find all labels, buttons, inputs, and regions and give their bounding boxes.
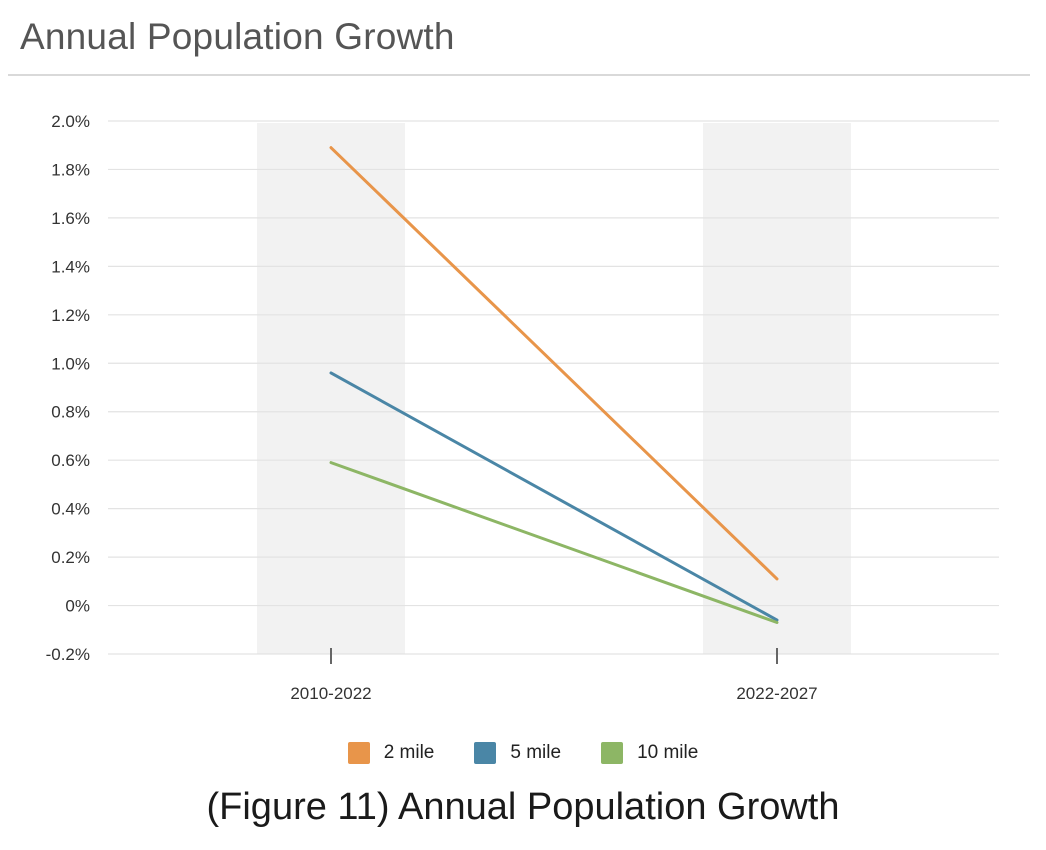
y-tick-label: 0.8%: [51, 403, 90, 422]
series-line-2-mile[interactable]: [329, 146, 779, 581]
legend-swatch: [601, 742, 624, 764]
y-tick-label: 0.6%: [51, 451, 90, 470]
series-line-10-mile[interactable]: [329, 461, 779, 625]
series-line-5-mile[interactable]: [329, 371, 779, 622]
legend-swatch: [347, 742, 370, 764]
y-axis-ticks: -0.2% 0% 0.2% 0.4% 0.6% 0.8% 1.0% 1.2% 1.4% 1.6% 1…: [46, 112, 90, 664]
category-bands: [257, 123, 851, 654]
y-tick-label: 1.2%: [51, 306, 90, 325]
chart-header-title: Annual Population Growth: [20, 16, 455, 57]
y-tick-label: 0%: [65, 597, 90, 616]
y-tick-label: 1.8%: [51, 160, 90, 179]
legend: 2 mile 5 mile 10 mile: [0, 742, 1046, 764]
x-tick-label: 2010-2022: [290, 684, 371, 703]
y-tick-label: 1.4%: [51, 257, 90, 276]
category-band: [703, 123, 851, 654]
y-tick-label: -0.2%: [46, 645, 90, 664]
legend-label: 10 mile: [637, 742, 699, 763]
legend-item-10-mile[interactable]: 10 mile: [601, 742, 698, 764]
line-chart: -0.2% 0% 0.2% 0.4% 0.6% 0.8% 1.0% 1.2% 1.4% 1.6% 1…: [46, 112, 999, 703]
legend-item-5-mile[interactable]: 5 mile: [474, 742, 561, 764]
category-band: [257, 123, 405, 654]
legend-label: 5 mile: [510, 742, 562, 763]
y-tick-label: 1.6%: [51, 209, 90, 228]
header-divider: [8, 74, 1030, 76]
series-lines: [329, 146, 779, 625]
x-axis-ticks: 2010-2022 2022-2027: [290, 648, 818, 703]
legend-label: 2 mile: [383, 742, 435, 763]
grid-lines: [108, 120, 999, 655]
x-tick-label: 2022-2027: [736, 684, 817, 703]
y-tick-label: 0.2%: [51, 548, 90, 567]
y-tick-label: 1.0%: [51, 354, 90, 373]
figure-caption: (Figure 11) Annual Population Growth: [206, 786, 840, 828]
legend-item-2-mile[interactable]: 2 mile: [347, 742, 435, 764]
y-tick-label: 0.4%: [51, 500, 90, 519]
y-tick-label: 2.0%: [51, 112, 90, 131]
legend-swatch: [474, 742, 497, 764]
